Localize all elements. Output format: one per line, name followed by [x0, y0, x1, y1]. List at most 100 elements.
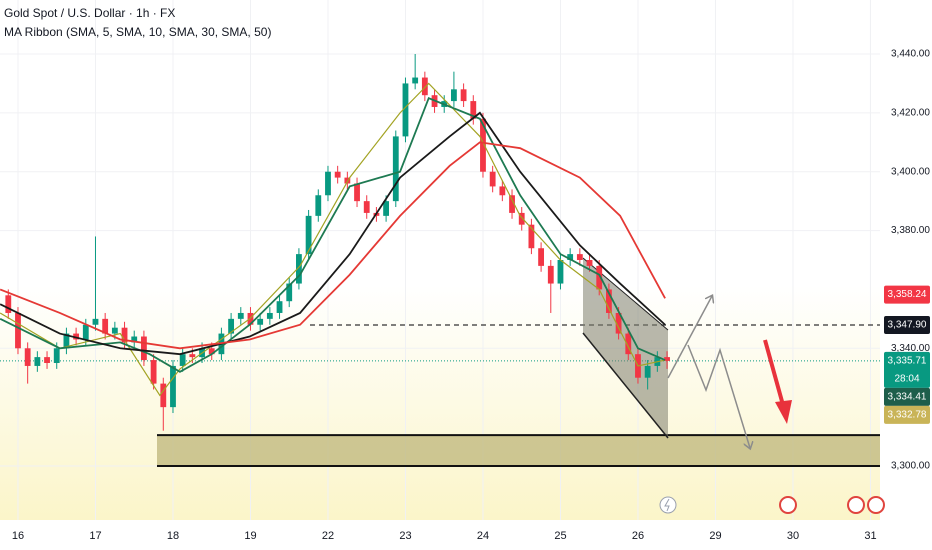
candle-body — [63, 333, 70, 349]
candle-body — [53, 348, 60, 363]
x-tick-label: 22 — [322, 530, 334, 542]
y-tick-label: 3,400.00 — [891, 166, 930, 177]
candle-body — [489, 171, 496, 187]
price-badge — [884, 316, 930, 335]
candle-body — [315, 195, 322, 216]
price-badge-label: 3,347.90 — [888, 320, 927, 331]
candle-body — [412, 77, 419, 84]
price-badge-label: 3,332.78 — [888, 410, 927, 421]
candle-body — [615, 312, 622, 334]
x-tick-label: 25 — [554, 530, 566, 542]
moving-average — [0, 82, 666, 397]
candle-body — [286, 283, 293, 302]
candle-body — [480, 118, 486, 172]
candle-body — [528, 224, 535, 249]
candle-body — [664, 357, 670, 361]
x-tick-label: 23 — [399, 530, 411, 542]
candle-body — [392, 136, 399, 202]
event-icon — [779, 496, 797, 514]
price-badge — [884, 387, 930, 406]
price-badge — [884, 351, 930, 388]
candle-body — [141, 336, 147, 361]
price-axis — [880, 0, 932, 550]
event-icon — [664, 498, 670, 512]
candle-body — [131, 336, 138, 343]
y-tick-label: 3,300.00 — [891, 461, 930, 472]
x-tick-label: 17 — [89, 530, 101, 542]
plot-background — [0, 0, 880, 520]
candle-body — [334, 171, 341, 178]
moving-average — [0, 111, 666, 356]
channel-line — [582, 332, 669, 439]
candle-body — [257, 318, 264, 325]
candle-body — [102, 318, 109, 334]
candle-body — [34, 357, 41, 366]
scenario-arrow — [687, 344, 750, 448]
candle-body — [5, 295, 12, 313]
x-tick-label: 30 — [787, 530, 799, 542]
support-zone — [157, 435, 880, 466]
y-tick-label: 3,420.00 — [891, 107, 930, 118]
candle-body — [44, 357, 50, 363]
candle-body — [354, 183, 360, 202]
event-icon — [847, 496, 865, 514]
candle-body — [237, 312, 244, 319]
candle-body — [266, 312, 273, 319]
candle-body — [460, 89, 467, 102]
candle-body — [325, 171, 331, 196]
price-badge-label: 3,358.24 — [888, 289, 927, 300]
candle-body — [509, 195, 515, 213]
y-tick-label: 3,340.00 — [891, 343, 930, 354]
price-badge — [884, 405, 930, 424]
bearish-arrow — [763, 339, 785, 406]
price-badge — [884, 285, 930, 304]
candle-body — [606, 289, 612, 313]
x-tick-label: 18 — [167, 530, 179, 542]
bearish-arrow-head — [775, 400, 792, 424]
scenario-arrow — [667, 296, 712, 379]
candle-body — [82, 324, 89, 340]
event-icon — [867, 496, 885, 514]
candle-body — [189, 354, 196, 358]
candle-body — [92, 318, 99, 325]
x-tick-label: 16 — [12, 530, 24, 542]
candle-body — [276, 301, 283, 313]
candle-body — [160, 383, 167, 408]
x-tick-label: 26 — [632, 530, 644, 542]
candle-body — [363, 201, 370, 213]
candle-body — [402, 83, 409, 137]
countdown: 28:04 — [894, 374, 919, 385]
candle-body — [538, 248, 545, 266]
candle-body — [499, 186, 506, 196]
candle-body — [121, 327, 128, 343]
candle-body — [451, 89, 457, 102]
x-tick-label: 24 — [477, 530, 489, 542]
candle-body — [567, 254, 574, 260]
candle-body — [518, 212, 525, 225]
candle-body — [170, 365, 176, 408]
candle-body — [470, 101, 477, 119]
x-tick-label: 29 — [709, 530, 721, 542]
candle-body — [179, 354, 186, 366]
candle-body — [150, 360, 157, 384]
candle-body — [208, 348, 215, 355]
y-tick-label: 3,380.00 — [891, 225, 930, 236]
candle-body — [15, 312, 21, 349]
price-badge-label: 3,335.71 — [888, 356, 927, 367]
event-icon — [659, 496, 677, 514]
x-tick-label: 31 — [864, 530, 876, 542]
candle-body — [111, 327, 118, 334]
candle-body — [24, 348, 31, 366]
candle-body — [547, 265, 554, 284]
candle-body — [596, 265, 603, 290]
candle-body — [576, 254, 583, 260]
moving-average — [0, 141, 666, 350]
x-tick-label: 19 — [244, 530, 256, 542]
candle-body — [586, 260, 593, 266]
candle-body — [305, 215, 312, 255]
candle-body — [383, 201, 390, 216]
candle-body — [644, 365, 651, 378]
time-axis — [0, 520, 880, 550]
